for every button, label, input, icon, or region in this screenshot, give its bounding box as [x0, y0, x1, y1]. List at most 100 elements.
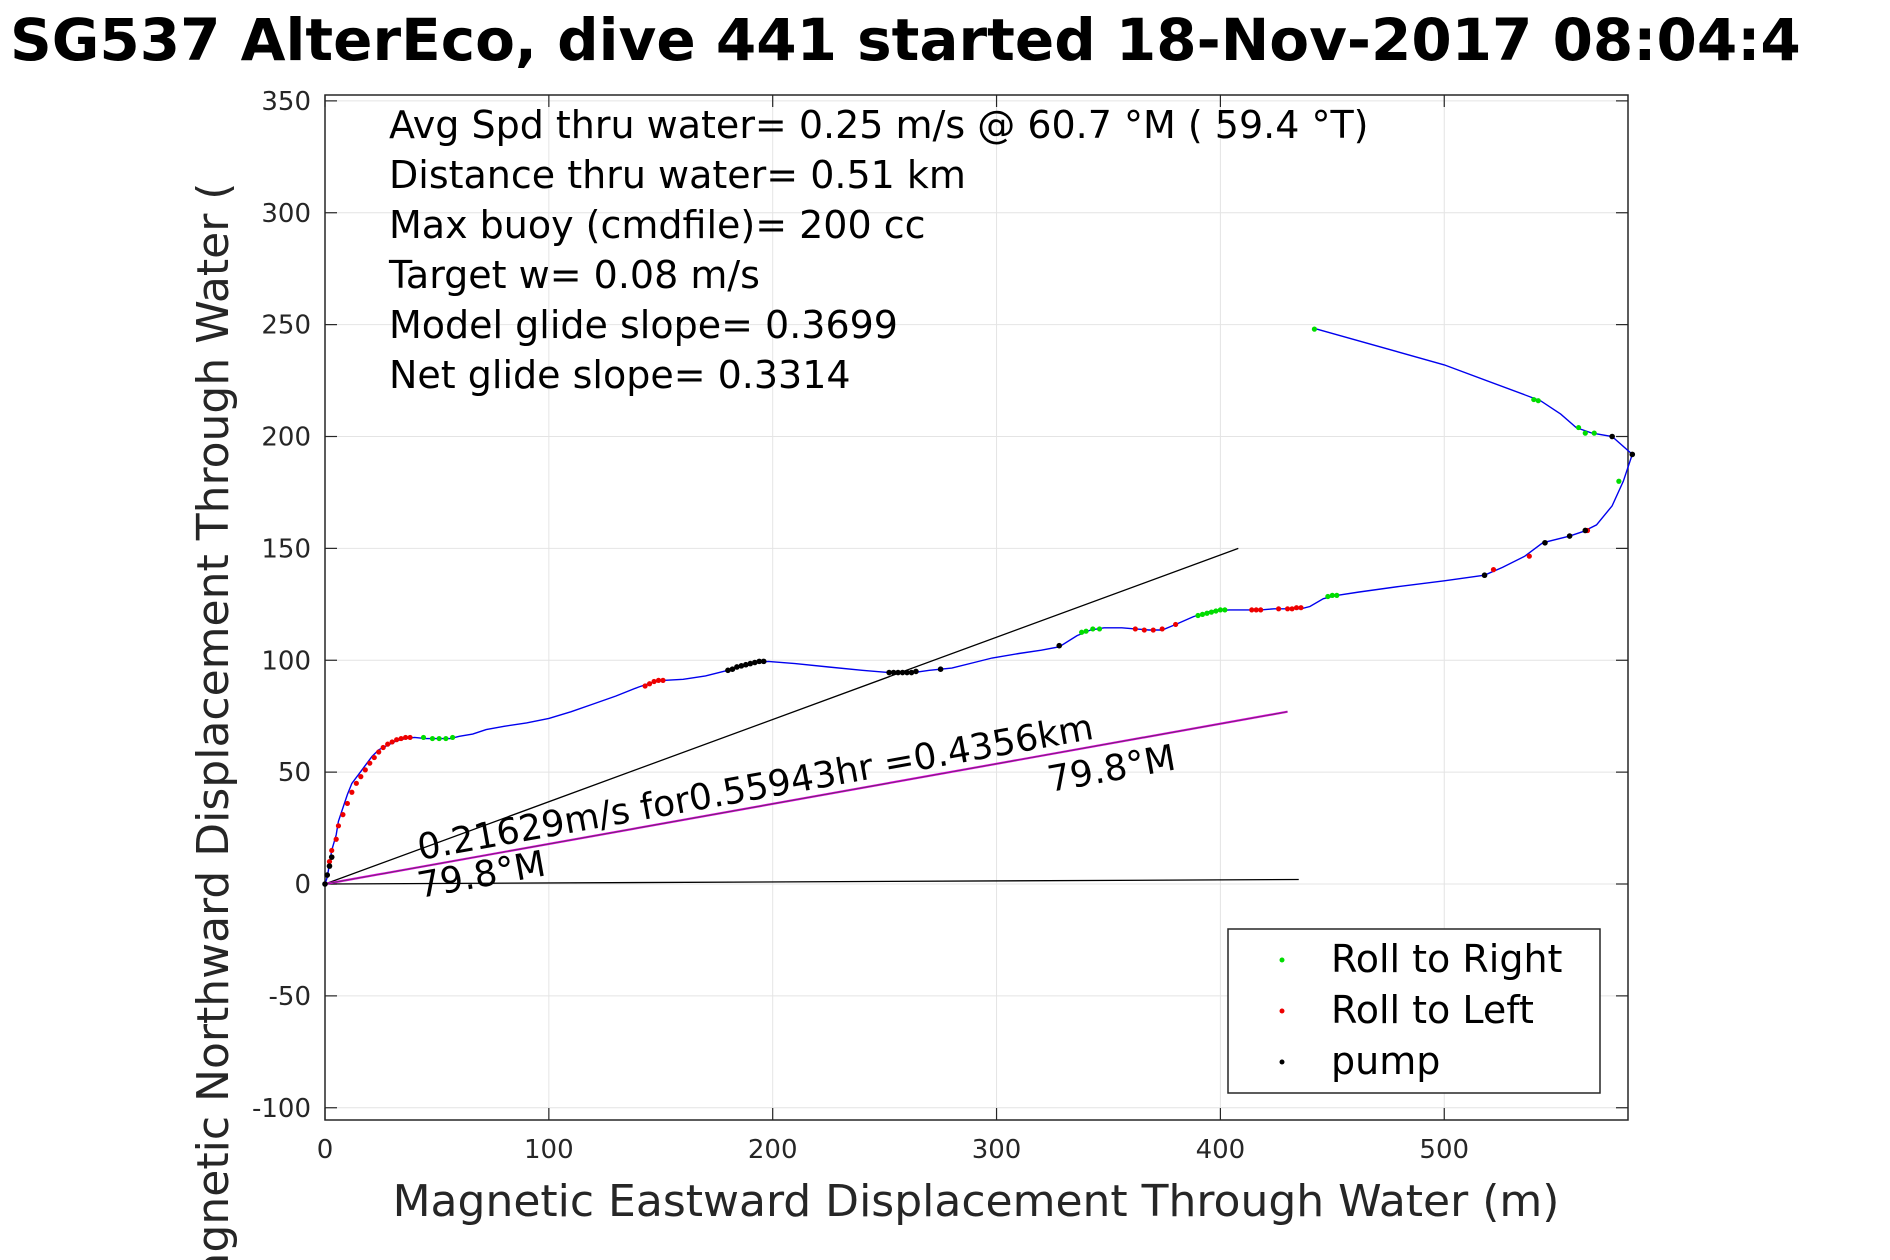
y-tick-label: 250 [261, 311, 311, 341]
roll-left-point [1526, 553, 1532, 559]
x-tick-label: 200 [748, 1135, 798, 1165]
pump-point [326, 863, 333, 869]
legend-label-roll-right: Roll to Right [1331, 937, 1562, 981]
pump-point [324, 872, 331, 878]
y-tick-label: 200 [261, 423, 311, 453]
roll-left-point [340, 812, 346, 818]
annotation-avg-speed: Avg Spd thru water= 0.25 m/s @ 60.7 °M (… [389, 103, 1369, 147]
roll-right-point [1204, 610, 1210, 616]
roll-left-point [1284, 606, 1291, 612]
roll-left-point [1298, 605, 1304, 611]
roll-right-point [1222, 607, 1228, 613]
roll-left-point [333, 836, 339, 842]
roll-right-point [1096, 626, 1103, 632]
roll-left-point [358, 774, 364, 780]
roll-right-point [420, 734, 427, 741]
roll-left-point [344, 800, 350, 807]
y-tick-label: 300 [261, 199, 311, 229]
axis-ticks: 0 100 200 300 400 500 -100 -50 0 50 100 150 200 250 30… [252, 87, 1628, 1165]
roll-left-point [1132, 626, 1138, 632]
x-tick-label: 500 [1419, 1135, 1469, 1165]
x-tick-label: 0 [317, 1135, 334, 1165]
roll-right-point [1217, 607, 1223, 613]
roll-left-point [660, 677, 666, 683]
pump-point [890, 669, 897, 676]
y-tick-label: 150 [261, 534, 311, 564]
current-vector-label: 0.21629m/s for0.55943hr =0.4356km [414, 707, 1096, 869]
roll-left-point [1276, 606, 1282, 612]
roll-left-point [389, 739, 395, 745]
y-axis-label: Magnetic Northward Displacement Through … [188, 183, 239, 1260]
roll-right-point [1591, 430, 1597, 436]
horizontal-reference-line [324, 878, 1299, 885]
legend-marker-pump [1279, 1059, 1285, 1065]
model-glide-line [324, 547, 1239, 885]
roll-left-point [407, 734, 413, 741]
roll-left-point [362, 767, 368, 773]
x-tick-label: 300 [972, 1135, 1022, 1165]
pump-point [725, 667, 731, 674]
plot-area-frame [324, 94, 1629, 1121]
pump-point [1481, 572, 1488, 579]
pump-point [747, 660, 754, 667]
pump-point [908, 669, 915, 676]
roll-left-point [376, 749, 382, 755]
roll-left-point [380, 744, 386, 751]
pump-point [328, 854, 335, 860]
pump-point [904, 669, 910, 676]
pump-point [760, 658, 767, 665]
y-tick-label: 0 [294, 870, 311, 900]
roll-left-point [651, 678, 657, 685]
pump-point [895, 669, 901, 676]
legend-label-roll-left: Roll to Left [1331, 988, 1534, 1032]
roll-left-point [402, 734, 409, 741]
y-tick-label: 350 [261, 87, 311, 117]
pump-point [729, 666, 736, 672]
annotation-target-w: Target w= 0.08 m/s [388, 253, 760, 297]
roll-right-point [1208, 609, 1215, 615]
pump-point [1566, 533, 1573, 539]
roll-right-point [1616, 478, 1622, 484]
y-tick-label: 100 [261, 646, 311, 676]
roll-left-point [394, 737, 400, 743]
legend-marker-roll-right [1279, 957, 1285, 963]
roll-right-point [443, 735, 449, 742]
current-vector-overlay [324, 711, 1288, 885]
roll-right-point [1311, 326, 1318, 332]
roll-left-point [1289, 606, 1295, 612]
roll-left-point [1159, 626, 1165, 632]
legend-marker-roll-left [1279, 1008, 1285, 1014]
roll-left-point [349, 789, 355, 795]
pump-point [886, 669, 892, 676]
annotation-distance: Distance thru water= 0.51 km [389, 153, 966, 197]
y-tick-label: -50 [269, 982, 311, 1012]
pump-point [743, 661, 749, 668]
roll-left-point [398, 735, 404, 742]
roll-right-point [1329, 592, 1335, 598]
roll-right-point [1090, 626, 1096, 632]
roll-right-point [1575, 424, 1582, 431]
roll-right-point [1079, 629, 1085, 635]
pump-point [322, 881, 328, 887]
pump-point [1056, 642, 1063, 649]
roll-left-point [1249, 607, 1255, 613]
roll-right-point [1083, 628, 1089, 634]
pump-point [913, 668, 919, 675]
roll-right-point [1195, 612, 1201, 619]
roll-left-point [371, 754, 377, 761]
roll-right-point [1213, 608, 1219, 614]
pump-point [756, 658, 763, 665]
grid-lines [325, 95, 1628, 1120]
legend-label-pump: pump [1331, 1039, 1440, 1083]
annotation-max-buoy: Max buoy (cmdfile)= 200 cc [389, 203, 926, 247]
pump-point [899, 669, 906, 676]
roll-right-point [449, 734, 456, 741]
roll-left-point [353, 780, 359, 786]
x-tick-label: 100 [524, 1135, 574, 1165]
roll-left-point [335, 823, 342, 829]
roll-right-point [429, 735, 436, 742]
annotation-block: Avg Spd thru water= 0.25 m/s @ 60.7 °M (… [388, 103, 1369, 397]
pump-point [937, 666, 944, 672]
legend: Roll to Right Roll to Left pump [1227, 928, 1601, 1094]
